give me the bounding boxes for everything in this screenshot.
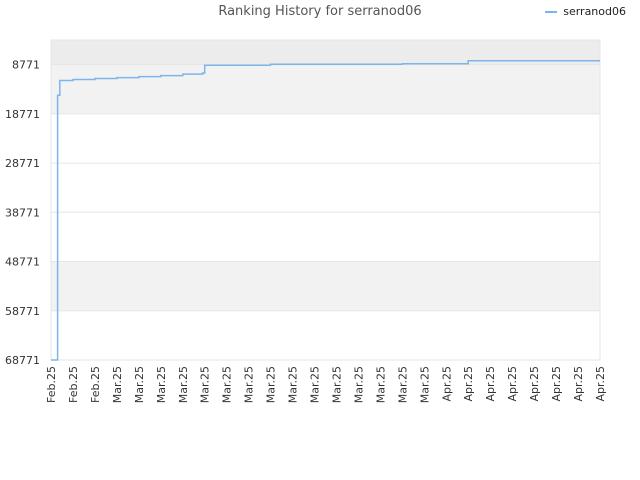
chart-title: Ranking History for serranod06 (218, 4, 422, 19)
y-tick-label: 48771 (5, 256, 40, 269)
x-tick-label: Apr.25 (572, 366, 585, 402)
x-tick-label: Feb.25 (45, 366, 58, 403)
x-tick-label: Mar.25 (155, 366, 168, 403)
legend[interactable]: serranod06 (545, 5, 626, 18)
x-tick-label: Apr.25 (440, 366, 453, 402)
plot-border (50, 39, 601, 361)
y-tick-label: 58771 (5, 305, 40, 318)
x-tick-label: Apr.25 (462, 366, 475, 402)
x-tick-label: Mar.25 (265, 366, 278, 403)
y-tick-label: 38771 (5, 206, 40, 219)
x-tick-label: Mar.25 (243, 366, 256, 403)
series-line (51, 60, 600, 361)
legend-swatch (545, 10, 558, 13)
x-tick-label: Mar.25 (330, 366, 343, 403)
x-tick-label: Mar.25 (177, 366, 190, 403)
x-tick-label: Mar.25 (199, 366, 212, 403)
x-tick-label: Apr.25 (484, 366, 497, 402)
x-tick-label: Mar.25 (111, 366, 124, 403)
x-tick-label: Apr.25 (594, 366, 607, 402)
plot-band (51, 64, 600, 114)
x-tick-label: Mar.25 (133, 366, 146, 403)
y-tick-label: 28771 (5, 157, 40, 170)
x-tick-label: Mar.25 (396, 366, 409, 403)
x-tick-label: Mar.25 (352, 366, 365, 403)
x-tick-label: Feb.25 (89, 366, 102, 403)
x-tick-label: Apr.25 (550, 366, 563, 402)
x-tick-label: Apr.25 (528, 366, 541, 402)
x-tick-label: Feb.25 (67, 366, 80, 403)
y-tick-label: 8771 (12, 59, 40, 72)
legend-label: serranod06 (563, 5, 626, 18)
x-tick-label: Mar.25 (374, 366, 387, 403)
x-tick-label: Apr.25 (506, 366, 519, 402)
x-tick-label: Mar.25 (221, 366, 234, 403)
y-tick-label: 18771 (5, 108, 40, 121)
y-tick-label: 68771 (5, 354, 40, 367)
x-tick-label: Mar.25 (287, 366, 300, 403)
plot-band (51, 261, 600, 311)
x-tick-label: Mar.25 (309, 366, 322, 403)
x-tick-label: Mar.25 (418, 366, 431, 403)
